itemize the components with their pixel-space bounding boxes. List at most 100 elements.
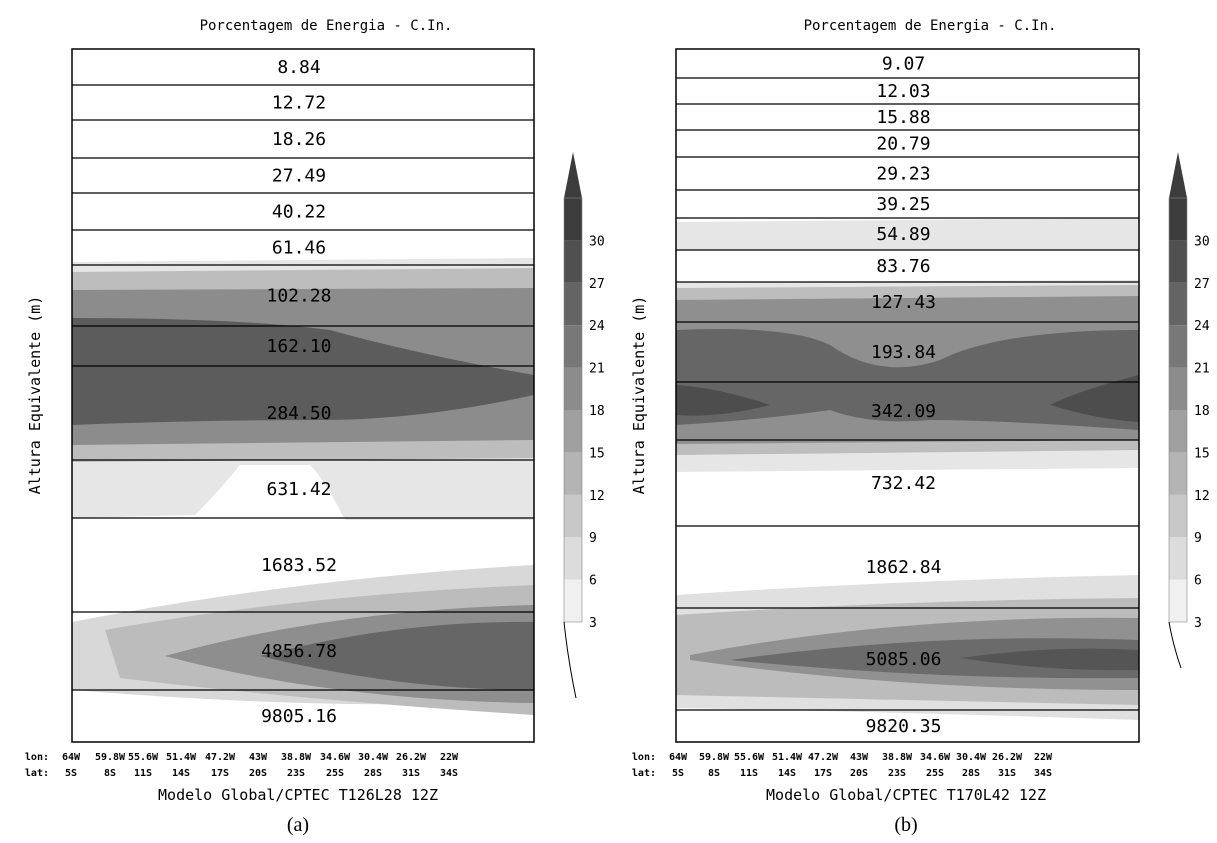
level-label: 83.76 xyxy=(876,256,930,277)
x-tick-label: 47.2W xyxy=(808,752,839,763)
colorbar-tick-label: 15 xyxy=(589,446,605,461)
colorbar-swatch xyxy=(1169,452,1187,495)
x-tick-label: 51.4W xyxy=(772,752,803,763)
colorbar-tick-label: 27 xyxy=(589,277,605,292)
level-label: 1862.84 xyxy=(866,557,942,578)
x-tick-label: 38.8W xyxy=(882,752,913,763)
contour-band xyxy=(730,638,1139,679)
colorbar-tick-label: 30 xyxy=(589,234,605,249)
colorbar-tail xyxy=(563,621,577,699)
level-label: 12.72 xyxy=(272,93,326,114)
colorbar: 3 6 9 12 15 18 21 24 27 30 xyxy=(1168,152,1210,669)
x-tick-label: 23S xyxy=(287,768,305,779)
x-tick-label: 31S xyxy=(402,768,420,779)
colorbar-tick-label: 21 xyxy=(1194,362,1210,377)
colorbar-tick-label: 9 xyxy=(1194,531,1202,546)
level-label: 193.84 xyxy=(871,342,936,363)
x-tick-label: 34S xyxy=(1034,768,1052,779)
colorbar-tick-label: 27 xyxy=(1194,277,1210,292)
level-label: 15.88 xyxy=(876,107,930,128)
x-tick-label: 38.8W xyxy=(281,752,312,763)
chart-title: Porcentagem de Energia - C.In. xyxy=(804,18,1057,34)
colorbar-tick-label: 12 xyxy=(589,489,605,504)
x-axis-row-label: lon: xyxy=(632,752,656,763)
contour-band xyxy=(676,385,770,416)
colorbar-swatch xyxy=(564,282,582,326)
colorbar-tick-label: 6 xyxy=(1194,574,1202,589)
x-axis-row-label: lon: xyxy=(25,752,49,763)
colorbar-swatch xyxy=(1169,579,1187,622)
x-tick-label: 8S xyxy=(104,768,116,779)
level-label: 9.07 xyxy=(882,54,925,75)
level-label: 54.89 xyxy=(876,224,930,245)
contour-field xyxy=(72,258,534,715)
colorbar-swatch xyxy=(564,325,582,368)
colorbar-extension xyxy=(1169,152,1187,198)
x-tick-label: 25S xyxy=(926,768,944,779)
y-axis-label: Altura Equivalente (m) xyxy=(26,296,44,495)
level-label: 20.79 xyxy=(876,134,930,155)
colorbar-tick-label: 3 xyxy=(589,616,597,631)
colorbar-swatch xyxy=(564,367,582,410)
x-tick-label: 43W xyxy=(850,752,869,763)
level-label: 5085.06 xyxy=(866,649,942,670)
level-label: 342.09 xyxy=(871,401,936,422)
contour-field xyxy=(676,218,1139,720)
level-label: 8.84 xyxy=(277,57,320,78)
x-tick-label: 22W xyxy=(440,752,459,763)
colorbar-tick-label: 9 xyxy=(589,531,597,546)
level-label: 1683.52 xyxy=(261,555,337,576)
x-tick-label: 5S xyxy=(65,768,77,779)
colorbar-swatch xyxy=(1169,367,1187,410)
x-tick-label: 20S xyxy=(249,768,267,779)
level-label: 631.42 xyxy=(266,479,331,500)
colorbar-tick-label: 24 xyxy=(589,319,605,334)
level-label: 61.46 xyxy=(272,238,326,259)
panel-b: Porcentagem de Energia - C.In. Altura Eq… xyxy=(630,18,1210,836)
level-label: 9805.16 xyxy=(261,706,337,727)
colorbar-swatch xyxy=(1169,537,1187,580)
contour-band xyxy=(960,648,1139,671)
colorbar-swatch xyxy=(564,579,582,622)
colorbar-swatch xyxy=(564,537,582,580)
x-tick-label: 64W xyxy=(62,752,81,763)
colorbar-tick-label: 18 xyxy=(589,404,605,419)
x-tick-label: 14S xyxy=(778,768,796,779)
level-label: 162.10 xyxy=(266,336,331,357)
level-label: 27.49 xyxy=(272,166,326,187)
x-tick-label: 17S xyxy=(814,768,832,779)
colorbar-extension xyxy=(564,152,582,198)
x-tick-label: 22W xyxy=(1034,752,1053,763)
colorbar-swatch xyxy=(564,198,582,241)
x-tick-label: 31S xyxy=(998,768,1016,779)
contour-band xyxy=(260,621,534,690)
x-axis: lon: 64W 59.8W 55.6W 51.4W 47.2W 43W 38.8W 34.6W… xyxy=(25,752,459,779)
level-grid: 8.84 12.72 18.26 27.49 40.22 61.46 102.28 162.1… xyxy=(72,57,534,727)
colorbar-tick-label: 6 xyxy=(589,574,597,589)
colorbar-tick-label: 15 xyxy=(1194,446,1210,461)
panel-label: (a) xyxy=(287,814,309,836)
level-label: 284.50 xyxy=(266,403,331,424)
colorbar-swatch xyxy=(1169,494,1187,538)
contour-band xyxy=(676,329,1139,430)
x-tick-label: 55.6W xyxy=(128,752,159,763)
x-tick-label: 20S xyxy=(850,768,868,779)
colorbar-outline xyxy=(563,197,583,623)
x-tick-label: 11S xyxy=(134,768,152,779)
x-tick-label: 11S xyxy=(740,768,758,779)
x-tick-label: 26.2W xyxy=(396,752,427,763)
x-tick-label: 28S xyxy=(962,768,980,779)
level-label: 9820.35 xyxy=(866,716,942,737)
colorbar-swatch xyxy=(1169,325,1187,368)
x-tick-label: 34S xyxy=(440,768,458,779)
colorbar-swatch xyxy=(564,240,582,283)
colorbar-tick-label: 21 xyxy=(589,362,605,377)
level-label: 12.03 xyxy=(876,81,930,102)
x-tick-label: 47.2W xyxy=(205,752,236,763)
colorbar-swatch xyxy=(564,494,582,538)
level-label: 39.25 xyxy=(876,194,930,215)
x-tick-label: 43W xyxy=(249,752,268,763)
x-axis: lon: 64W 59.8W 55.6W 51.4W 47.2W 43W 38.8W 34.6W… xyxy=(632,752,1053,779)
colorbar-tick-label: 24 xyxy=(1194,319,1210,334)
x-tick-label: 59.8W xyxy=(699,752,730,763)
